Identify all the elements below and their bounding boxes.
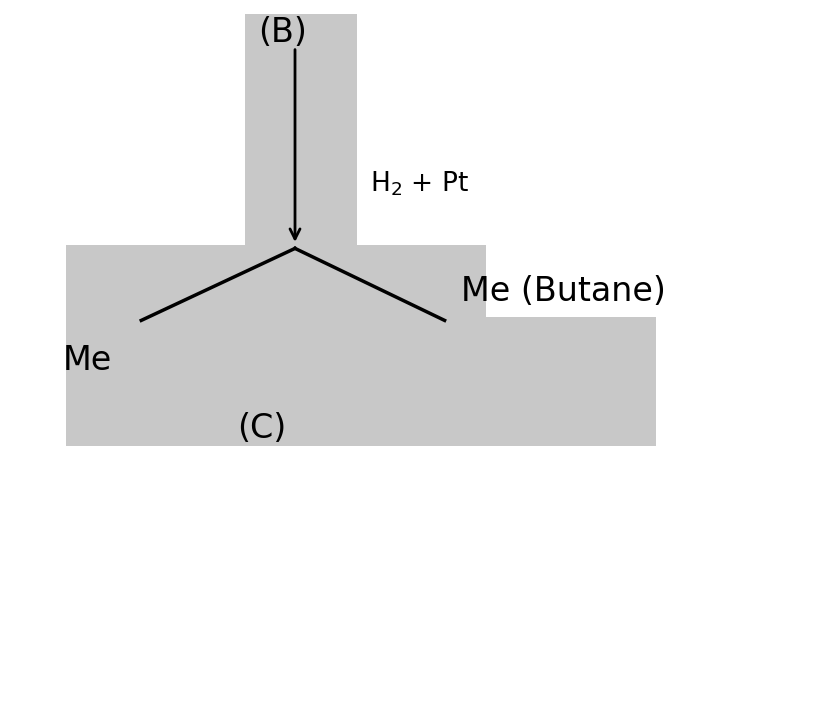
Text: (C): (C) <box>237 412 287 445</box>
Bar <box>66 245 353 446</box>
Bar <box>357 317 656 446</box>
Text: Me: Me <box>62 343 112 377</box>
Bar <box>357 245 486 331</box>
Text: Me (Butane): Me (Butane) <box>461 275 666 308</box>
Bar <box>245 14 357 446</box>
Text: H$_2$ + Pt: H$_2$ + Pt <box>370 169 469 198</box>
Text: (B): (B) <box>258 16 307 49</box>
